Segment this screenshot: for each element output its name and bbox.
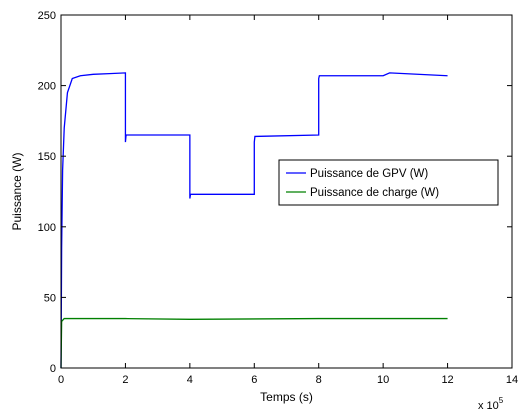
legend-label-1: Puissance de GPV (W) <box>310 168 428 180</box>
x-tick-label: 4 <box>187 374 193 386</box>
x-tick-label: 14 <box>506 374 518 386</box>
legend-box <box>278 159 499 206</box>
series-layer <box>60 72 448 369</box>
plot-frame <box>60 14 513 369</box>
y-tick-label: 250 <box>38 10 56 22</box>
legend-label-2: Puissance de charge (W) <box>310 187 439 199</box>
x-axis-multiplier-base: x 10 <box>478 400 499 412</box>
y-tick-label: 100 <box>38 222 56 234</box>
legend: Puissance de GPV (W) Puissance de charge … <box>278 159 499 206</box>
ticks-layer: 0 2 4 6 8 10 12 14 0 50 100 150 200 250 <box>38 10 518 386</box>
x-axis-multiplier-exponent: 5 <box>499 396 504 405</box>
y-tick-label: 200 <box>38 81 56 93</box>
y-tick-label: 50 <box>44 292 56 304</box>
series-line-2 <box>60 317 448 369</box>
x-axis-label: Temps (s) <box>260 390 313 404</box>
x-tick-label: 6 <box>251 374 257 386</box>
x-tick-label: 12 <box>441 374 453 386</box>
x-tick-label: 8 <box>316 374 322 386</box>
series-line-1 <box>60 72 448 369</box>
x-axis-multiplier: x 105 <box>478 396 504 412</box>
y-tick-label: 0 <box>50 363 56 375</box>
x-tick-label: 0 <box>58 374 64 386</box>
y-axis-label: Puissance (W) <box>10 152 24 230</box>
y-tick-label: 150 <box>38 151 56 163</box>
x-tick-label: 2 <box>122 374 128 386</box>
x-tick-label: 10 <box>377 374 389 386</box>
